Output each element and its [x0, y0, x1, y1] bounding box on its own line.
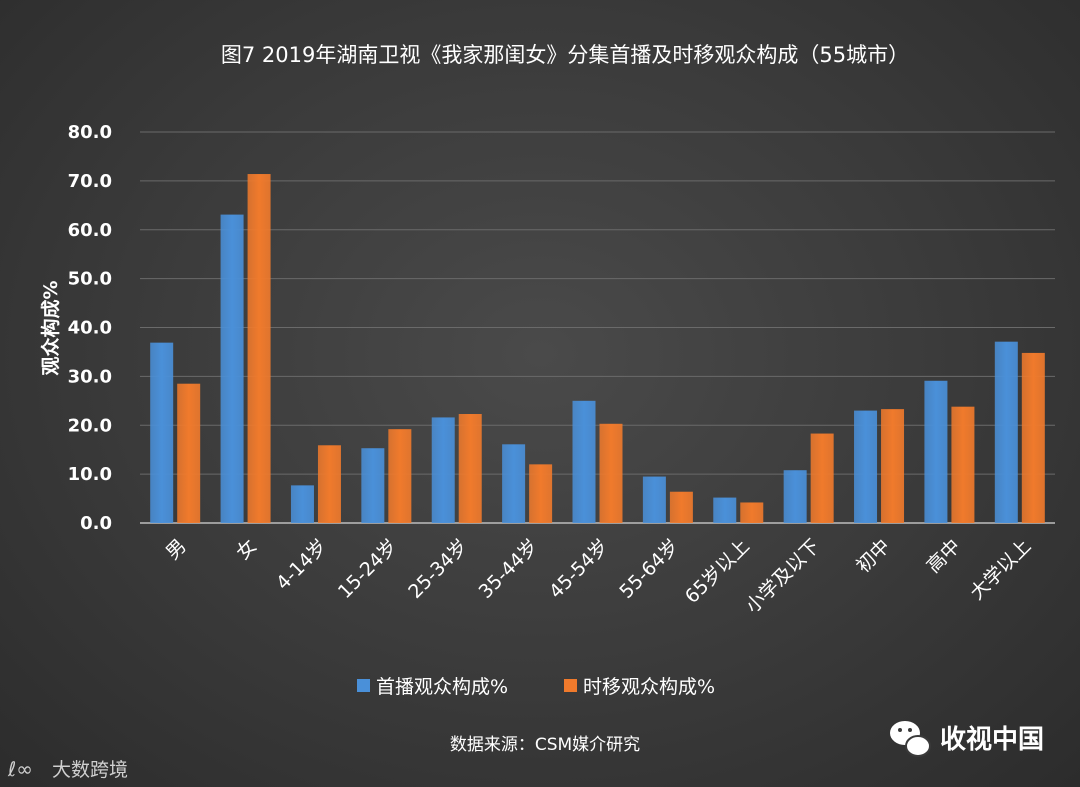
x-tick-label: 65岁以上 [681, 535, 754, 608]
bar-timeshift [247, 174, 271, 523]
bar-premiere [572, 400, 596, 523]
bar-timeshift [388, 429, 412, 523]
bar-timeshift [599, 423, 623, 523]
bar-premiere [361, 448, 385, 523]
legend-swatch [357, 679, 370, 692]
bar-premiere [502, 444, 526, 523]
corner-logo-icon: ℓ∞ [7, 757, 33, 781]
x-tick-label: 小学及以下 [741, 535, 824, 618]
bar-premiere [431, 417, 455, 523]
legend-swatch [564, 679, 577, 692]
x-tick-label: 男 [162, 535, 191, 564]
gridlines [140, 131, 1055, 524]
bar-timeshift [881, 409, 905, 523]
x-tick-label: 35-44岁 [475, 535, 543, 603]
y-tick-label: 50.0 [68, 269, 112, 290]
bar-premiere [713, 497, 737, 523]
x-tick-label: 45-54岁 [545, 535, 613, 603]
bar-premiere [994, 341, 1018, 523]
x-tick-label: 15-24岁 [334, 535, 402, 603]
x-tick-label: 55-64岁 [615, 535, 683, 603]
x-tick-label: 4-14岁 [272, 535, 331, 594]
bar-premiere [854, 410, 878, 523]
bar-premiere [924, 380, 948, 523]
bar-timeshift [951, 406, 975, 523]
bar-timeshift [317, 445, 341, 523]
bar-timeshift [529, 464, 553, 523]
y-tick-label: 0.0 [80, 513, 112, 534]
y-tick-label: 40.0 [68, 318, 112, 339]
y-tick-label: 70.0 [68, 171, 112, 192]
x-axis-ticks: 男 女 4-14岁 15-24岁 25-34岁 35-44岁 45-54岁 55-64岁65岁… [162, 535, 1036, 618]
bar-premiere [783, 470, 807, 523]
brand-watermark: 收视中国 [890, 721, 1044, 757]
x-tick-label: 大学以上 [966, 535, 1035, 604]
bars [150, 174, 1045, 523]
y-tick-label: 10.0 [68, 464, 112, 485]
bar-timeshift [458, 414, 482, 523]
bar-timeshift [177, 383, 201, 523]
bar-premiere [220, 214, 244, 523]
y-axis-label: 观众构成% [39, 280, 62, 375]
bar-timeshift [810, 433, 834, 523]
y-tick-label: 30.0 [68, 366, 112, 387]
legend-label: 时移观众构成% [583, 676, 715, 698]
bar-timeshift [1021, 352, 1045, 523]
x-tick-label: 初中 [852, 535, 894, 577]
y-axis-ticks: 0.0 10.0 20.0 30.0 40.0 50.0 60.0 70.0 80.0 [68, 122, 112, 534]
x-tick-label: 女 [232, 535, 261, 564]
bar-timeshift [740, 502, 764, 523]
bar-premiere [150, 342, 174, 523]
source-note: 数据来源：CSM媒介研究 [450, 735, 640, 755]
x-tick-label: 高中 [923, 535, 965, 577]
legend: 首播观众构成% 时移观众构成% [357, 676, 715, 698]
y-tick-label: 20.0 [68, 415, 112, 436]
chart-title: 图7 2019年湖南卫视《我家那闺女》分集首播及时移观众构成（55城市） [221, 43, 909, 67]
legend-label: 首播观众构成% [376, 676, 508, 698]
wechat-icon [890, 721, 931, 757]
bar-premiere [642, 476, 666, 523]
brand-name: 收视中国 [940, 725, 1044, 755]
y-tick-label: 80.0 [68, 122, 112, 143]
bar-timeshift [669, 491, 693, 523]
corner-watermark: ℓ∞ 大数跨境 [7, 757, 128, 781]
bar-premiere [290, 485, 314, 523]
y-tick-label: 60.0 [68, 220, 112, 241]
x-tick-label: 25-34岁 [404, 535, 472, 603]
corner-text: 大数跨境 [52, 759, 128, 781]
